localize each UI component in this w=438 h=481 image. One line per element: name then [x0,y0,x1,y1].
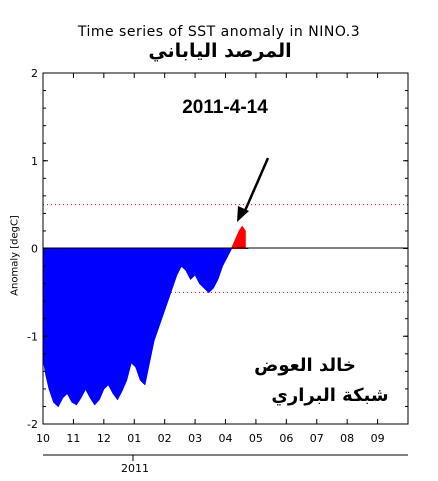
y-axis-label: Anomaly [degC] [9,215,21,296]
x-tick-label: 06 [279,432,293,445]
y-tick-label: -1 [27,330,38,343]
y-tick-label: 2 [31,67,38,80]
year-label: 2011 [121,462,149,475]
date-annotation: 2011-4-14 [182,97,268,118]
x-tick-label: 05 [249,432,263,445]
arabic-title: المرصد الياباني [148,40,292,62]
plot-area [42,204,408,408]
y-tick-label: 1 [31,155,38,168]
x-tick-label: 03 [188,432,202,445]
x-tick-label: 10 [36,432,50,445]
x-tick-label: 12 [97,432,111,445]
chart-title: Time series of SST anomaly in NINO.3 [77,24,361,40]
site-name: شبكة البراري [271,385,389,406]
y-tick-label: 0 [31,243,38,256]
y-tick-label: -2 [27,418,38,431]
positive-anomaly-area [230,225,246,249]
arrow-annotation [237,157,270,222]
negative-anomaly-area [42,248,249,408]
x-tick-label: 11 [66,432,80,445]
x-tick-label: 04 [219,432,233,445]
author-name: خالد العوض [254,355,356,376]
x-tick-label: 08 [340,432,354,445]
x-tick-label: 09 [371,432,385,445]
x-tick-label: 02 [158,432,172,445]
x-tick-label: 07 [310,432,324,445]
x-tick-label: 01 [127,432,141,445]
